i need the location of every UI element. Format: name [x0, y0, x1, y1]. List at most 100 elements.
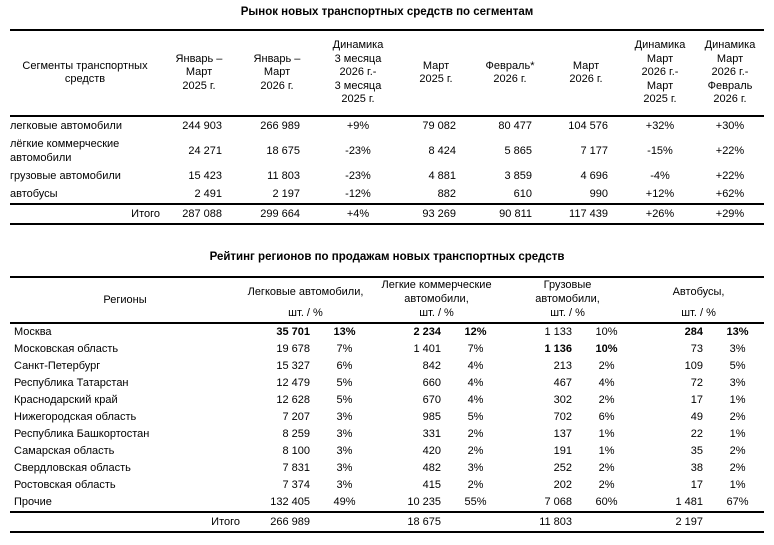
total-value-cell: 90 811	[499, 208, 532, 220]
pct-cell: 5%	[467, 411, 484, 423]
pct-cell: 7%	[336, 343, 353, 355]
region-row: Республика Башкортостан 8 259 3% 331 2% …	[10, 426, 764, 443]
pct-cell: 1%	[598, 445, 615, 457]
value-cell: 415	[422, 479, 442, 491]
total-value-cell: 287 088	[182, 208, 222, 220]
total-label: Итого	[131, 208, 160, 220]
pct-cell: 2%	[467, 479, 484, 491]
value-cell: 19 678	[276, 343, 310, 355]
value-cell: 882	[437, 188, 456, 200]
pct-cell: 10%	[595, 343, 618, 355]
pct-cell: 2%	[467, 445, 484, 457]
total-pct-cell: +4%	[346, 208, 370, 220]
pct-cell: -23%	[345, 170, 371, 182]
value-cell: 420	[422, 445, 442, 457]
value-cell: 15 423	[188, 170, 222, 182]
empty-cell	[449, 512, 502, 532]
value-cell: 266 989	[260, 120, 300, 132]
pct-cell: 55%	[464, 496, 487, 508]
value-cell: 331	[422, 428, 442, 440]
pct-cell: 3%	[336, 445, 353, 457]
empty-cell	[318, 512, 371, 532]
value-cell: 7 068	[544, 496, 573, 508]
group-header-trucks: Грузовые автомобили, шт. / %	[502, 277, 633, 323]
pct-cell: 49%	[333, 496, 356, 508]
pct-cell: 3%	[729, 343, 746, 355]
value-cell: 132 405	[270, 496, 310, 508]
pct-cell: 6%	[336, 360, 353, 372]
total-value-cell: 18 675	[407, 516, 442, 528]
pct-cell: 2%	[598, 394, 615, 406]
segments-table-title: Рынок новых транспортных средств по сегм…	[240, 6, 534, 18]
total-pct-cell: +29%	[715, 208, 745, 220]
value-cell: 109	[684, 360, 704, 372]
pct-cell: 10%	[595, 326, 618, 338]
pct-cell: 1%	[729, 428, 746, 440]
pct-cell: 12%	[464, 326, 487, 338]
pct-cell: 2%	[598, 360, 615, 372]
region-row: Москва 35 701 13% 2 234 12% 1 133 10% 28…	[10, 323, 764, 341]
col-header-regions: Регионы	[103, 294, 147, 306]
pct-cell: 13%	[726, 326, 749, 338]
pct-cell: +30%	[715, 120, 745, 132]
regions-table: Регионы Легковые автомобили, шт. / % Лег…	[10, 276, 765, 533]
regions-total-row: Итого 266 989 18 675 11 803 2 197	[10, 512, 765, 532]
value-cell: 610	[513, 188, 532, 200]
value-cell: 5 865	[504, 145, 532, 157]
value-cell: 191	[553, 445, 573, 457]
value-cell: 1 136	[544, 343, 573, 355]
segment-row-cars: легковые автомобили 244 903 266 989 +9% …	[10, 116, 764, 135]
pct-cell: 5%	[336, 377, 353, 389]
pct-cell: 3%	[336, 411, 353, 423]
col-header-segments: Сегменты транспортных средств	[22, 59, 148, 86]
region-label: Москва	[14, 326, 52, 338]
region-row: Прочие 132 405 49% 10 235 55% 7 068 60% …	[10, 494, 764, 512]
pct-cell: 67%	[726, 496, 749, 508]
region-label: Республика Башкортостан	[14, 428, 150, 440]
col-header-dynamics-3m: Динамика 3 месяца 2026 г.- 3 месяца 2025…	[332, 39, 384, 106]
unit-label: шт. / %	[681, 307, 716, 319]
pct-cell: 2%	[598, 462, 615, 474]
value-cell: 35 701	[276, 326, 310, 338]
value-cell: 1 401	[413, 343, 442, 355]
value-cell: 49	[690, 411, 704, 423]
segment-row-lcv: лёгкие коммерческие автомобили 24 271 18…	[10, 135, 764, 167]
segments-total-row: Итого 287 088 299 664 +4% 93 269 90 811 …	[10, 204, 764, 224]
value-cell: 660	[422, 377, 442, 389]
region-row: Санкт-Петербург 15 327 6% 842 4% 213 2% …	[10, 358, 764, 375]
value-cell: 842	[422, 360, 442, 372]
value-cell: 72	[690, 377, 704, 389]
pct-cell: 5%	[729, 360, 746, 372]
pct-cell: 4%	[467, 394, 484, 406]
value-cell: 12 628	[276, 394, 310, 406]
region-label: Краснодарский край	[14, 394, 118, 406]
unit-label: шт. / %	[288, 307, 323, 319]
pct-cell: 3%	[336, 428, 353, 440]
pct-cell: 5%	[336, 394, 353, 406]
pct-cell: 4%	[467, 377, 484, 389]
value-cell: 8 424	[428, 145, 456, 157]
col-header-dynamics-mar-yoy: Динамика Март 2026 г.- Март 2025 г.	[634, 39, 686, 106]
value-cell: 702	[553, 411, 573, 423]
value-cell: 2 491	[194, 188, 222, 200]
value-cell: 80 477	[498, 120, 532, 132]
value-cell: 11 803	[267, 170, 300, 182]
total-value-cell: 266 989	[270, 516, 310, 528]
value-cell: 73	[690, 343, 704, 355]
pct-cell: +32%	[645, 120, 675, 132]
pct-cell: 1%	[729, 394, 746, 406]
empty-cell	[711, 512, 764, 532]
unit-label: шт. / %	[419, 307, 454, 319]
regions-table-title: Рейтинг регионов по продажам новых транс…	[209, 251, 565, 263]
value-cell: 12 479	[276, 377, 310, 389]
value-cell: 7 207	[282, 411, 310, 423]
value-cell: 38	[690, 462, 704, 474]
pct-cell: 2%	[729, 411, 746, 423]
group-title: Грузовые автомобили,	[535, 279, 600, 305]
value-cell: 985	[422, 411, 442, 423]
region-row: Краснодарский край 12 628 5% 670 4% 302 …	[10, 392, 764, 409]
pct-cell: -23%	[345, 145, 371, 157]
value-cell: 252	[553, 462, 573, 474]
value-cell: 202	[553, 479, 573, 491]
